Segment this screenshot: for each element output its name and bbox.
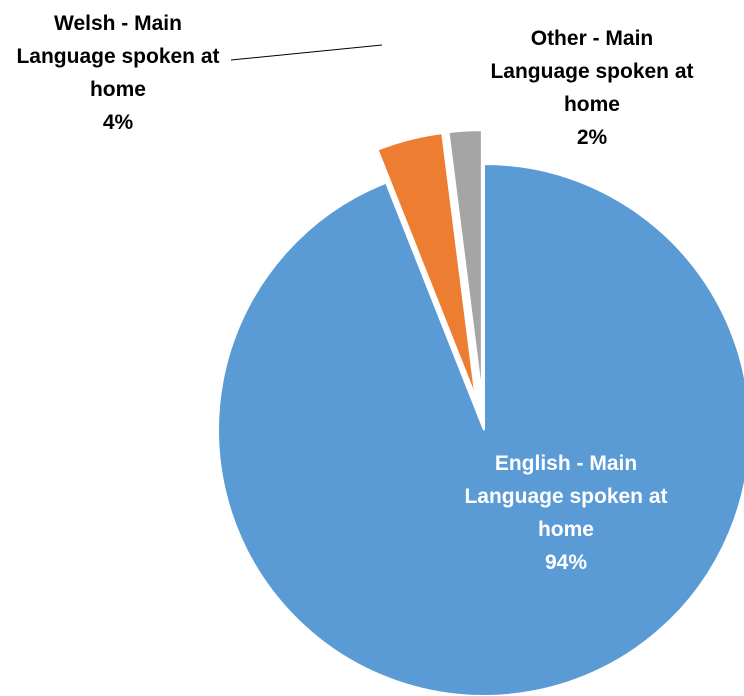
slice-name-line: Language spoken at [464,485,667,508]
slice-name-line: Welsh - Main [54,12,182,35]
pie-slice-welsh [376,132,477,398]
leader-lines [230,44,383,61]
slice-label-welsh: Welsh - Main Language spoken at home 4% [16,12,219,134]
slice-name-line: home [538,518,594,541]
slice-name-line: Other - Main [531,27,654,50]
slice-percent-label: 94% [545,551,587,574]
slice-name-line: English - Main [495,452,637,475]
slice-percent-label: 2% [577,126,608,149]
slice-name-line: home [564,93,620,116]
slice-name-line: Language spoken at [16,45,219,68]
pie-slices [217,129,744,696]
slice-label-english: English - Main Language spoken at home 94% [464,452,667,574]
pie-slice-other [447,129,483,397]
slice-name-line: Language spoken at [490,60,693,83]
leader-line-welsh [230,44,383,61]
slice-percent-label: 4% [103,111,134,134]
slice-label-other: Other - Main Language spoken at home 2% [490,27,693,149]
slice-labels: English - Main Language spoken at home 94% W… [16,12,693,574]
slice-name-line: home [90,78,146,101]
pie-slice-english [217,162,744,696]
